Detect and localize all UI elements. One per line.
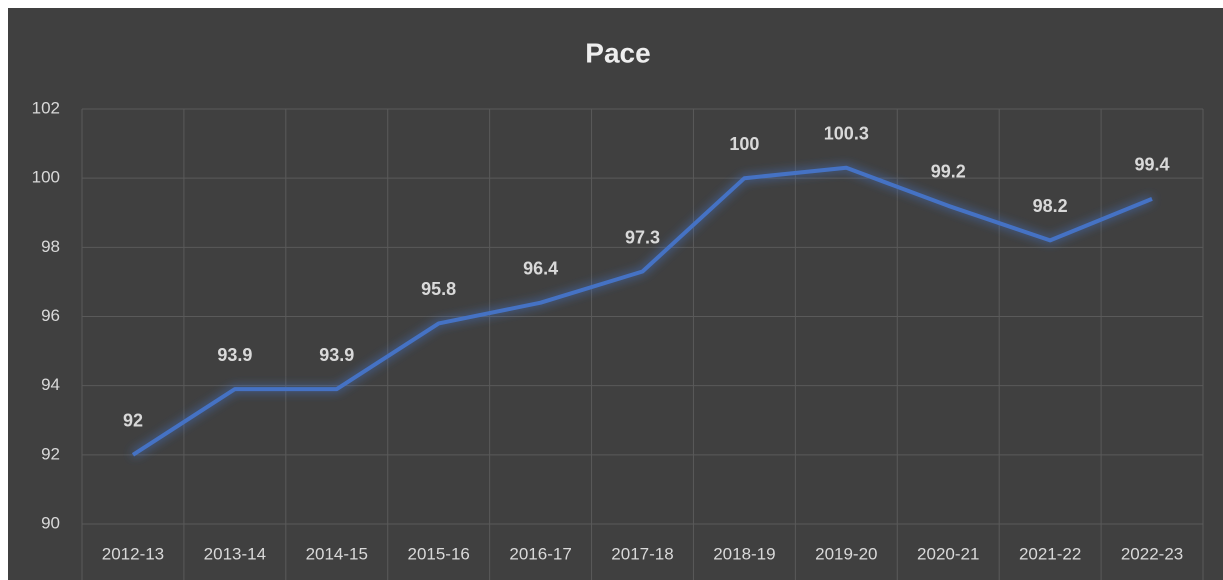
x-tick-label: 2014-15 xyxy=(306,544,368,563)
data-label: 95.8 xyxy=(421,279,456,299)
line-series xyxy=(131,165,1153,457)
y-tick-label: 100 xyxy=(32,168,60,187)
y-tick-label: 98 xyxy=(41,237,60,256)
data-label: 96.4 xyxy=(523,258,558,278)
chart-background xyxy=(8,8,1223,580)
data-label: 99.4 xyxy=(1135,155,1170,175)
x-tick-label: 2020-21 xyxy=(917,544,979,563)
data-label: 99.2 xyxy=(931,162,966,182)
data-label: 100 xyxy=(729,134,759,154)
x-tick-label: 2021-22 xyxy=(1019,544,1081,563)
y-tick-label: 96 xyxy=(41,306,60,325)
y-tick-label: 102 xyxy=(32,98,60,117)
y-tick-label: 90 xyxy=(41,513,60,532)
x-tick-label: 2015-16 xyxy=(407,544,469,563)
data-label: 100.3 xyxy=(824,124,869,144)
x-tick-label: 2016-17 xyxy=(509,544,571,563)
data-label: 93.9 xyxy=(319,345,354,365)
x-tick-label: 2022-23 xyxy=(1121,544,1183,563)
x-tick-label: 2017-18 xyxy=(611,544,673,563)
y-tick-label: 92 xyxy=(41,444,60,463)
x-tick-label: 2019-20 xyxy=(815,544,877,563)
data-label: 92 xyxy=(123,411,143,431)
data-label: 97.3 xyxy=(625,227,660,247)
data-label: 93.9 xyxy=(217,345,252,365)
x-tick-label: 2018-19 xyxy=(713,544,775,563)
x-tick-label: 2012-13 xyxy=(102,544,164,563)
data-label: 98.2 xyxy=(1033,196,1068,216)
y-tick-label: 94 xyxy=(41,375,60,394)
x-tick-label: 2013-14 xyxy=(204,544,266,563)
chart-title: Pace xyxy=(585,37,650,68)
